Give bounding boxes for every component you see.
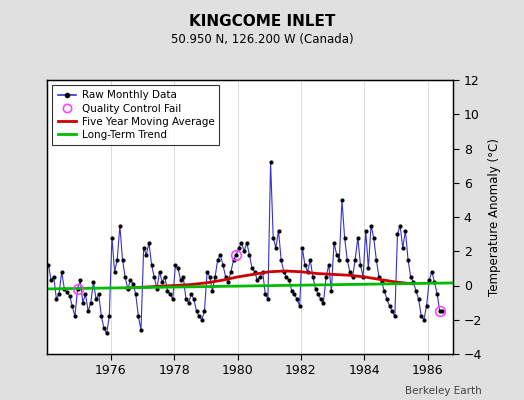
Text: Berkeley Earth: Berkeley Earth: [406, 386, 482, 396]
Legend: Raw Monthly Data, Quality Control Fail, Five Year Moving Average, Long-Term Tren: Raw Monthly Data, Quality Control Fail, …: [52, 85, 220, 145]
Text: 50.950 N, 126.200 W (Canada): 50.950 N, 126.200 W (Canada): [171, 33, 353, 46]
Text: KINGCOME INLET: KINGCOME INLET: [189, 14, 335, 29]
Y-axis label: Temperature Anomaly (°C): Temperature Anomaly (°C): [488, 138, 500, 296]
